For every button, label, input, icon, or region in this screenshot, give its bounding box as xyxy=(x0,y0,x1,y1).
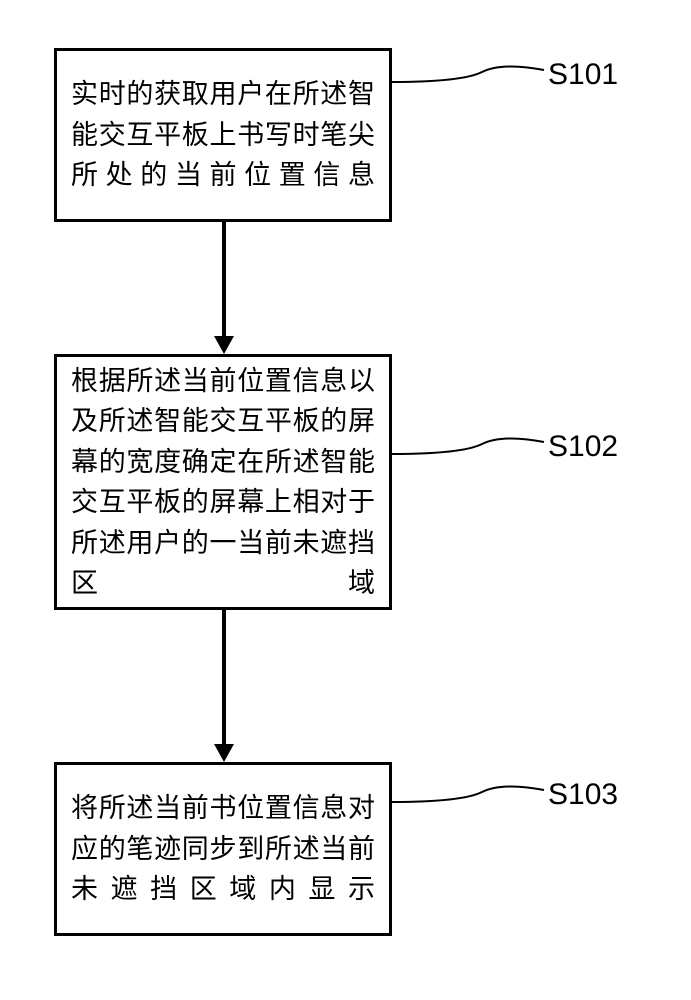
arrow-2-head xyxy=(214,744,234,762)
flow-step-1-text: 实时的获取用户在所述智能交互平板上书写时笔尖所处的当前位置信息 xyxy=(71,74,375,196)
flowchart-container: 实时的获取用户在所述智能交互平板上书写时笔尖所处的当前位置信息 根据所述当前位置… xyxy=(0,0,691,1000)
arrow-1-line xyxy=(222,222,226,336)
flow-step-3: 将所述当前书位置信息对应的笔迹同步到所述当前未遮挡区域内显示 xyxy=(54,762,392,936)
arrow-1-head xyxy=(214,336,234,354)
connector-1 xyxy=(392,56,548,96)
flow-step-3-text: 将所述当前书位置信息对应的笔迹同步到所述当前未遮挡区域内显示 xyxy=(71,788,375,910)
flow-step-1: 实时的获取用户在所述智能交互平板上书写时笔尖所处的当前位置信息 xyxy=(54,48,392,222)
connector-3 xyxy=(392,776,548,816)
flow-step-2: 根据所述当前位置信息以及所述智能交互平板的屏幕的宽度确定在所述智能交互平板的屏幕… xyxy=(54,354,392,610)
label-s101: S101 xyxy=(548,58,618,92)
arrow-2-line xyxy=(222,610,226,744)
flow-step-2-text: 根据所述当前位置信息以及所述智能交互平板的屏幕的宽度确定在所述智能交互平板的屏幕… xyxy=(71,361,375,604)
label-s103: S103 xyxy=(548,778,618,812)
connector-2 xyxy=(392,428,548,468)
label-s102: S102 xyxy=(548,430,618,464)
